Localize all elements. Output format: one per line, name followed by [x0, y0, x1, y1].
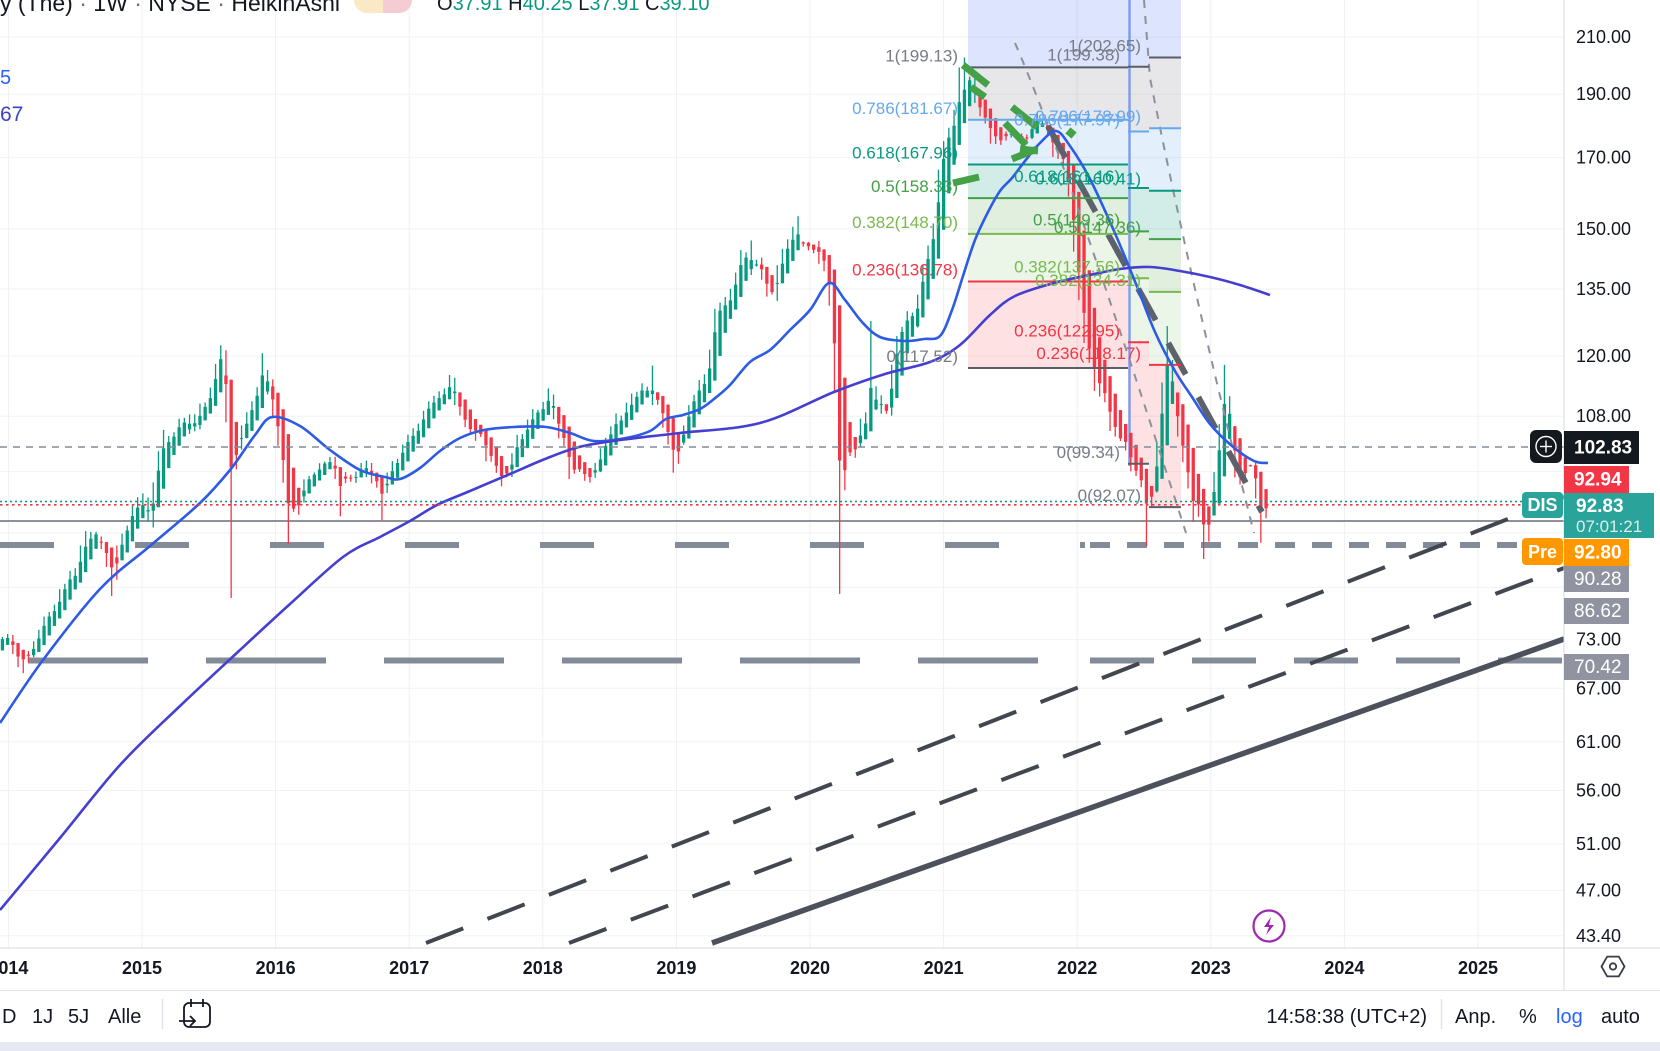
- svg-text:86.62: 86.62: [1574, 601, 1622, 622]
- svg-text:07:01:21: 07:01:21: [1576, 517, 1642, 536]
- svg-text:2017: 2017: [389, 958, 429, 978]
- svg-text:DIS: DIS: [1527, 495, 1557, 515]
- svg-text:108.00: 108.00: [1576, 406, 1631, 426]
- svg-text:auto: auto: [1601, 1006, 1640, 1028]
- svg-text:2015: 2015: [122, 958, 162, 978]
- svg-text:210.00: 210.00: [1576, 27, 1631, 47]
- svg-text:0(99.34): 0(99.34): [1057, 443, 1120, 462]
- svg-text:135.00: 135.00: [1576, 279, 1631, 299]
- svg-text:2018: 2018: [523, 958, 563, 978]
- svg-text:Pre: Pre: [1528, 542, 1557, 562]
- svg-text:0.5(147.36): 0.5(147.36): [1054, 218, 1141, 237]
- svg-text:92.80: 92.80: [1574, 543, 1622, 564]
- svg-text:0.382(148.70): 0.382(148.70): [852, 213, 958, 232]
- svg-text:43.40: 43.40: [1576, 926, 1621, 946]
- svg-text:1(199.13): 1(199.13): [885, 46, 958, 65]
- svg-text:1(202.65): 1(202.65): [1068, 37, 1141, 56]
- svg-text:2023: 2023: [1191, 958, 1231, 978]
- svg-text:2025: 2025: [1458, 958, 1498, 978]
- svg-text:0.382(137.56): 0.382(137.56): [1014, 257, 1120, 276]
- svg-text:170.00: 170.00: [1576, 148, 1631, 168]
- svg-text:0.786(177.97): 0.786(177.97): [1014, 111, 1120, 130]
- svg-text:log: log: [1556, 1006, 1583, 1028]
- svg-text:1J: 1J: [32, 1006, 53, 1028]
- svg-text:0.236(122.95): 0.236(122.95): [1014, 321, 1120, 340]
- svg-text:70.42: 70.42: [1574, 657, 1622, 678]
- svg-text:14:58:38 (UTC+2): 14:58:38 (UTC+2): [1266, 1006, 1427, 1028]
- svg-text:102.83: 102.83: [1574, 438, 1632, 459]
- svg-text:190.00: 190.00: [1576, 84, 1631, 104]
- svg-text:0(92.07): 0(92.07): [1078, 486, 1141, 505]
- svg-text:Anp.: Anp.: [1455, 1006, 1496, 1028]
- svg-text:2014: 2014: [0, 958, 28, 978]
- svg-text:0.786(178.99): 0.786(178.99): [1035, 107, 1141, 126]
- svg-text:47.00: 47.00: [1576, 880, 1621, 900]
- svg-text:51.00: 51.00: [1576, 834, 1621, 854]
- svg-text:0.618(167.96): 0.618(167.96): [852, 144, 958, 163]
- svg-text:0.236(136.78): 0.236(136.78): [852, 261, 958, 280]
- svg-text:0.618(161.16): 0.618(161.16): [1014, 167, 1120, 186]
- svg-text:56.00: 56.00: [1576, 781, 1621, 801]
- svg-text:0.236(118.17): 0.236(118.17): [1036, 344, 1141, 363]
- svg-text:92.83: 92.83: [1576, 496, 1624, 517]
- svg-text:5J: 5J: [68, 1006, 89, 1028]
- svg-text:120.00: 120.00: [1576, 346, 1631, 366]
- svg-text:92.94: 92.94: [1574, 470, 1622, 491]
- svg-text:D: D: [2, 1006, 16, 1028]
- svg-text:67.00: 67.00: [1576, 678, 1621, 698]
- svg-text:90.28: 90.28: [1574, 569, 1622, 590]
- svg-text:2021: 2021: [924, 958, 964, 978]
- svg-text:2016: 2016: [256, 958, 296, 978]
- svg-text:Alle: Alle: [108, 1006, 141, 1028]
- svg-text:61.00: 61.00: [1576, 732, 1621, 752]
- svg-text:0.5(158.33): 0.5(158.33): [871, 177, 958, 196]
- svg-text:73.00: 73.00: [1576, 629, 1621, 649]
- svg-text:0(117.52): 0(117.52): [886, 347, 958, 366]
- svg-text:%: %: [1519, 1006, 1537, 1028]
- svg-text:0.5(149.36): 0.5(149.36): [1033, 210, 1120, 229]
- svg-text:2019: 2019: [656, 958, 696, 978]
- svg-text:2020: 2020: [790, 958, 830, 978]
- svg-text:0.618(160.41): 0.618(160.41): [1035, 170, 1141, 189]
- svg-text:2022: 2022: [1057, 958, 1097, 978]
- svg-text:0.786(181.67): 0.786(181.67): [852, 99, 958, 118]
- svg-text:2024: 2024: [1324, 958, 1364, 978]
- svg-text:150.00: 150.00: [1576, 219, 1631, 239]
- svg-text:1(199.38): 1(199.38): [1047, 46, 1120, 65]
- svg-text:0.382(134.31): 0.382(134.31): [1035, 271, 1141, 290]
